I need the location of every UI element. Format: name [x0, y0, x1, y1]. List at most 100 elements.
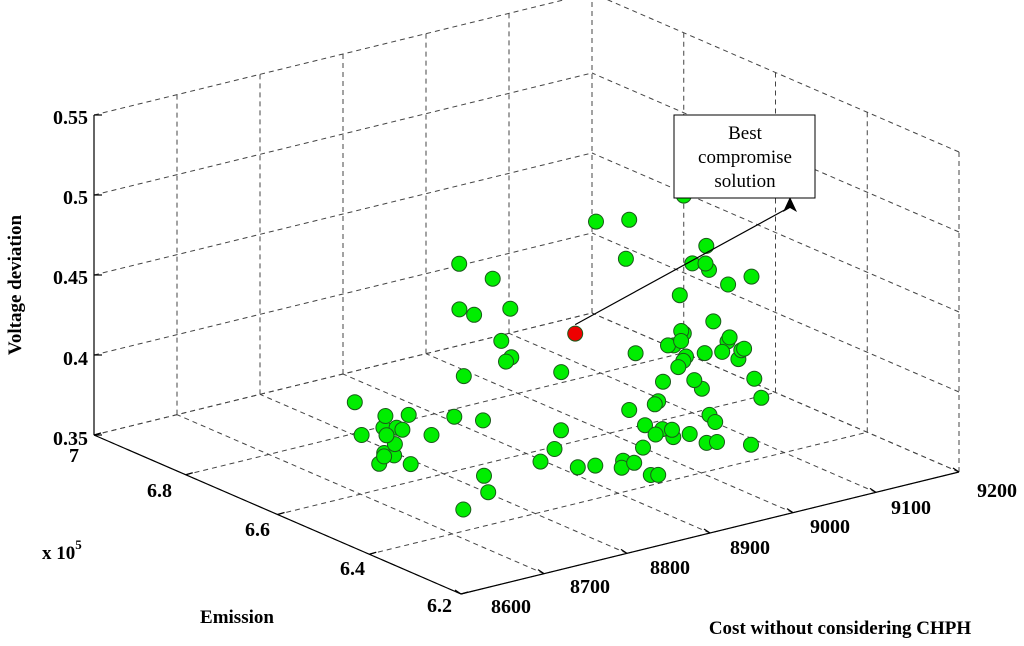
data-point — [664, 421, 680, 438]
data-point — [400, 406, 417, 423]
data-point — [376, 448, 393, 465]
best-compromise-annotation: Best compromise solution — [574, 114, 816, 326]
data-point — [736, 340, 753, 357]
x-tick-label: 9100 — [891, 497, 931, 519]
x-tick-mark — [620, 548, 628, 554]
z-tick-label: 0.35 — [53, 428, 88, 450]
annotation-box — [673, 114, 816, 199]
y-multiplier-exponent: 5 — [75, 537, 82, 552]
y-tick-label: 6.6 — [245, 519, 270, 541]
data-point — [588, 213, 604, 230]
data-point — [475, 412, 491, 429]
data-point — [637, 417, 653, 434]
data-point — [546, 441, 563, 457]
data-point — [532, 453, 549, 470]
data-point — [553, 422, 569, 439]
annotation-text-line-2: compromise — [698, 147, 792, 168]
data-point — [502, 300, 519, 317]
x-axis-title: Cost without considering CHPH — [709, 618, 972, 639]
data-point — [455, 368, 472, 385]
data-point — [698, 237, 715, 254]
x-tick-mark — [952, 467, 960, 473]
annotation-text-line-3: solution — [714, 171, 776, 192]
grid-line — [277, 392, 776, 515]
data-point — [721, 329, 738, 346]
z-axis-title: Voltage deviation — [5, 214, 26, 355]
x-tick-label: 9000 — [810, 516, 850, 538]
data-point — [635, 439, 651, 456]
y-tick-mark — [277, 511, 285, 516]
data-point — [650, 466, 667, 483]
y-tick-mark — [93, 432, 102, 436]
data-point — [753, 389, 770, 406]
data-point — [377, 408, 394, 424]
y-multiplier-base: x 10 — [42, 543, 75, 564]
data-point — [455, 501, 472, 518]
data-point — [743, 436, 759, 453]
data-point — [670, 359, 687, 376]
x-tick-mark — [786, 508, 794, 514]
data-point — [714, 343, 731, 360]
data-point — [446, 408, 463, 425]
grid — [93, 0, 960, 595]
data-point — [686, 372, 703, 389]
data-point — [705, 313, 722, 330]
y-tick-mark — [185, 472, 193, 476]
data-point — [402, 456, 419, 473]
y-axis-multiplier: x 105 — [42, 537, 82, 564]
data-point — [697, 255, 714, 272]
data-point — [480, 484, 497, 501]
data-point — [553, 364, 570, 381]
data-point — [451, 301, 468, 318]
z-tick-label: 0.45 — [53, 267, 88, 289]
x-tick-label: 8800 — [650, 557, 690, 579]
data-point — [587, 457, 604, 474]
grid-line — [591, 152, 960, 313]
data-point — [743, 268, 760, 285]
data-point — [394, 421, 411, 438]
data-point — [647, 426, 664, 443]
y-axis-title: Emission — [200, 607, 274, 628]
data-point — [696, 345, 713, 362]
data-point — [569, 459, 586, 476]
data-point — [627, 345, 644, 362]
y-tick-label: 6.2 — [427, 595, 452, 617]
x-tick-mark — [537, 569, 545, 575]
grid-line — [591, 312, 960, 473]
y-tick-label: 6.8 — [147, 480, 172, 502]
data-point — [353, 427, 370, 443]
data-point — [621, 211, 638, 228]
annotation-arrowhead — [783, 197, 797, 212]
x-tick-mark — [703, 528, 711, 534]
z-tick-label: 0.5 — [63, 187, 88, 209]
grid-line — [369, 431, 868, 555]
data-point — [466, 306, 483, 323]
x-tick-label: 9200 — [977, 480, 1017, 502]
data-point — [451, 255, 468, 272]
data-point — [746, 370, 763, 387]
data-point — [671, 287, 688, 304]
y-tick-label: 6.4 — [340, 558, 365, 580]
data-point — [493, 332, 510, 349]
data-point — [646, 396, 663, 413]
data-point — [423, 427, 440, 443]
data-point — [378, 427, 395, 444]
data-point — [707, 414, 724, 430]
data-points — [346, 187, 770, 518]
data-point — [498, 353, 514, 370]
grid-line — [93, 152, 593, 276]
grid-line — [606, 0, 960, 153]
grid-line — [425, 353, 794, 514]
grid-line — [185, 352, 684, 476]
z-tick-label: 0.55 — [53, 107, 88, 129]
x-tick-mark — [454, 589, 462, 595]
grid-line — [259, 393, 628, 554]
y-tick-mark — [369, 551, 377, 555]
data-point — [617, 250, 634, 267]
best-compromise-point — [567, 325, 584, 342]
grid-line — [93, 72, 593, 196]
annotation-arrow-line — [574, 206, 791, 326]
grid-line — [591, 232, 960, 393]
x-tick-mark — [869, 487, 877, 493]
